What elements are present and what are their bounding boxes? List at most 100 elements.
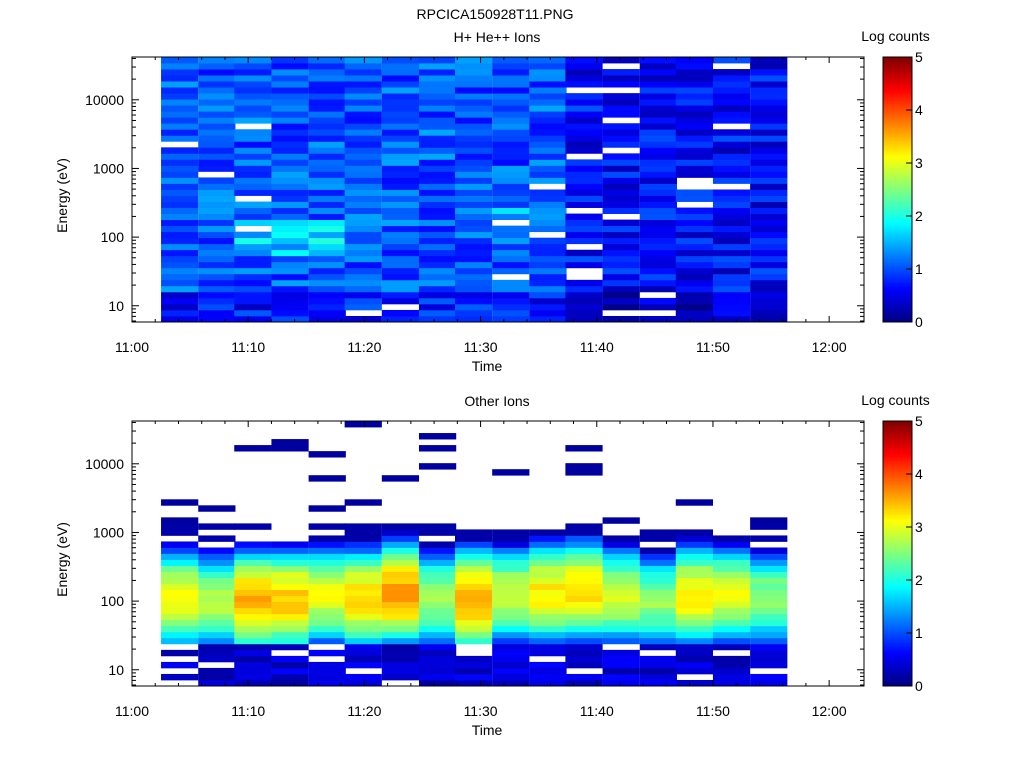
- heatmap-cell: [565, 559, 603, 566]
- colorbar-segment: [883, 187, 912, 190]
- heatmap-cell: [418, 147, 457, 154]
- heatmap-cell: [639, 249, 677, 257]
- heatmap-cell: [529, 105, 567, 112]
- colorbar-tick-label: 4: [915, 102, 923, 118]
- heatmap-cell: [675, 297, 713, 305]
- heatmap-cell: [529, 661, 567, 669]
- heatmap-cell: [381, 529, 420, 536]
- colorbar-segment: [883, 515, 912, 519]
- heatmap-cell: [675, 87, 713, 94]
- colorbar-segment: [883, 213, 912, 217]
- heatmap-cell: [308, 171, 346, 178]
- heatmap-cell: [308, 237, 346, 245]
- heatmap-cell: [675, 189, 713, 196]
- heatmap-cell: [418, 195, 457, 202]
- heatmap-cell: [418, 577, 457, 585]
- heatmap-cell: [198, 535, 236, 542]
- heatmap-cell: [675, 661, 713, 669]
- heatmap-cell: [565, 529, 603, 536]
- x-tick-label: 11:40: [580, 339, 614, 355]
- heatmap-cell: [750, 285, 788, 293]
- heatmap-cell: [308, 219, 346, 227]
- heatmap-cell: [565, 255, 603, 263]
- heatmap-cell: [492, 75, 530, 82]
- heatmap-cell: [529, 219, 567, 227]
- colorbar-segment: [883, 560, 912, 563]
- heatmap-cell: [271, 147, 309, 154]
- heatmap-cell: [198, 303, 236, 311]
- heatmap-cell: [308, 279, 346, 287]
- heatmap-cell: [750, 291, 788, 299]
- heatmap-cell: [234, 589, 272, 597]
- heatmap-cell: [492, 303, 530, 311]
- heatmap-cell: [492, 571, 530, 578]
- heatmap-cell: [602, 607, 640, 615]
- heatmap-cell: [602, 69, 640, 76]
- colorbar-segment: [883, 79, 912, 82]
- colorbar-segment: [883, 507, 912, 510]
- heatmap-cell: [198, 183, 236, 190]
- heatmap-cell: [234, 261, 272, 269]
- colorbar-segment: [883, 293, 912, 296]
- x-tick-label: 11:50: [696, 339, 730, 355]
- heatmap-cell: [198, 135, 236, 142]
- heatmap-cell: [639, 661, 677, 669]
- heatmap-cell: [418, 285, 457, 293]
- heatmap-cell: [271, 571, 309, 578]
- heatmap-cell: [492, 553, 530, 560]
- heatmap-cell: [455, 207, 493, 214]
- heatmap-cell: [198, 219, 236, 227]
- heatmap-cell: [455, 553, 493, 560]
- heatmap-cell: [271, 673, 309, 681]
- heatmap-cell: [198, 147, 236, 154]
- heatmap-cell: [234, 291, 272, 299]
- heatmap-cell: [381, 607, 420, 615]
- heatmap-cell: [198, 309, 236, 317]
- heatmap-cell: [565, 643, 603, 651]
- heatmap-cell: [455, 595, 493, 603]
- heatmap-cell: [381, 99, 420, 106]
- heatmap-cell: [161, 631, 199, 639]
- heatmap-cell: [418, 673, 457, 681]
- heatmap-cell: [675, 267, 713, 275]
- heatmap-cell: [381, 201, 420, 208]
- heatmap-cell: [492, 589, 530, 597]
- heatmap-cell: [308, 589, 346, 597]
- heatmap-cell: [750, 679, 788, 687]
- colorbar-segment: [883, 575, 912, 579]
- heatmap-cell: [455, 667, 493, 675]
- heatmap-cell: [344, 559, 382, 566]
- heatmap-cell: [418, 159, 457, 166]
- heatmap-cell: [639, 679, 677, 687]
- colorbar-segment: [883, 644, 912, 647]
- heatmap-cell: [344, 243, 382, 251]
- heatmap-cell: [381, 87, 420, 94]
- colorbar-frame: [882, 420, 913, 687]
- heatmap-cell: [675, 583, 713, 591]
- colorbar-segment: [883, 577, 912, 581]
- heatmap-cell: [418, 631, 457, 639]
- heatmap-cell: [381, 535, 420, 542]
- colorbar-segment: [883, 151, 912, 155]
- heatmap-cell: [565, 631, 603, 639]
- heatmap-cell: [381, 631, 420, 639]
- heatmap-cell: [455, 315, 493, 323]
- heatmap-cell: [529, 673, 567, 681]
- colorbar-segment: [883, 92, 912, 96]
- heatmap-cell: [271, 279, 309, 287]
- colorbar-segment: [883, 610, 912, 614]
- colorbar-segment: [883, 650, 912, 654]
- heatmap-cell: [418, 183, 457, 190]
- heatmap-cell: [344, 499, 382, 506]
- heatmap-cell: [381, 291, 420, 299]
- heatmap-cell: [161, 93, 199, 100]
- heatmap-cell: [381, 255, 420, 263]
- heatmap-cell: [234, 141, 272, 148]
- colorbar-segment: [883, 174, 912, 177]
- colorbar-segment: [883, 304, 912, 308]
- heatmap-cell: [712, 243, 751, 251]
- heatmap-cell: [198, 243, 236, 251]
- heatmap-cell: [602, 589, 640, 597]
- heatmap-cell: [492, 207, 530, 214]
